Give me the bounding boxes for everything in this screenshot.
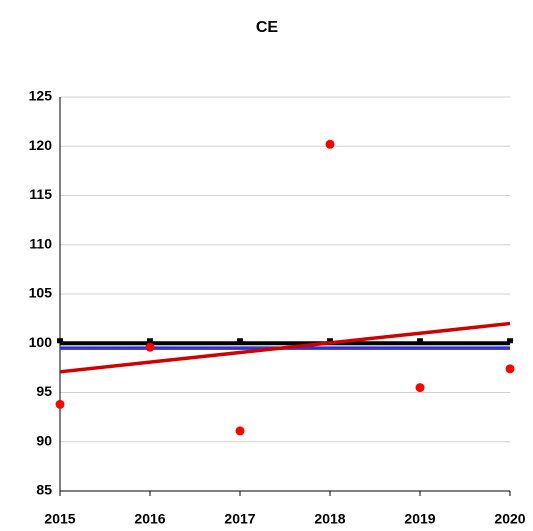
x-tick-label: 2018 [314,511,345,527]
y-tick-label: 90 [36,432,52,448]
x-tick-label: 2015 [44,511,75,527]
line-marker [237,338,243,344]
line-marker [417,338,423,344]
point [325,139,335,149]
y-tick-label: 120 [29,137,53,153]
y-tick-label: 115 [29,186,52,202]
series-line [59,321,511,374]
y-tick-label: 95 [36,383,52,399]
point [235,426,245,436]
point [55,399,65,409]
line-marker [147,338,153,344]
x-tick-label: 2019 [404,511,435,527]
line-marker [57,338,63,344]
point [505,364,515,374]
line-marker [327,338,333,344]
y-tick-label: 100 [29,334,53,350]
y-tick-label: 105 [29,285,53,301]
x-tick-label: 2020 [494,511,525,527]
y-tick-label: 110 [29,235,52,251]
line-marker [507,338,513,344]
point [145,342,155,352]
x-tick-label: 2016 [134,511,165,527]
y-tick-label: 85 [36,482,52,498]
point [415,383,425,393]
y-tick-label: 125 [29,88,53,104]
chart-title: CE [256,19,279,36]
x-tick-label: 2017 [224,511,255,527]
